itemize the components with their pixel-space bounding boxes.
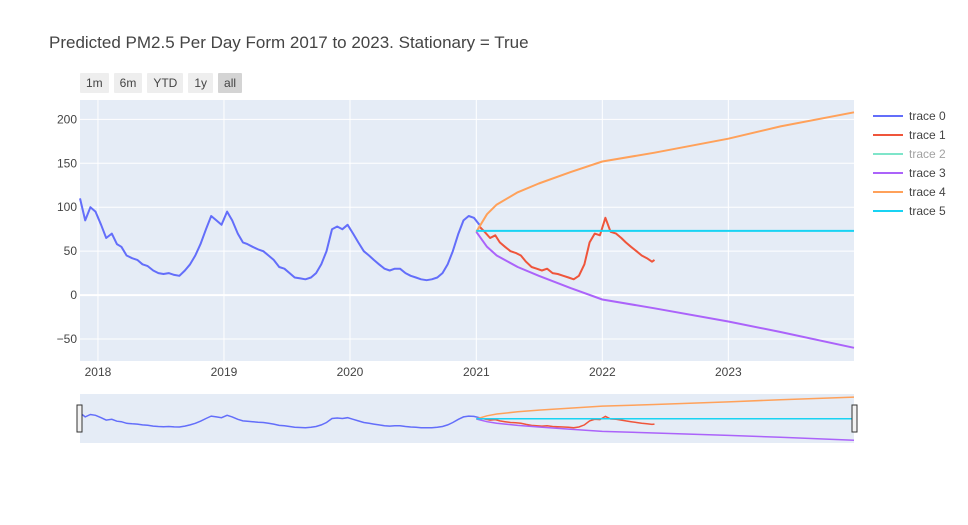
legend-label: trace 1 <box>909 127 946 142</box>
range-slider-right-handle[interactable] <box>851 404 858 433</box>
legend: trace 0 trace 1 trace 2 trace 3 trace 4 … <box>873 106 946 220</box>
y-tick-label: 100 <box>57 200 77 214</box>
legend-label: trace 0 <box>909 108 946 123</box>
legend-swatch <box>873 190 903 193</box>
slider-line-trace-3 <box>476 418 855 441</box>
series-line-trace-3[interactable] <box>475 231 855 349</box>
legend-label: trace 2 <box>909 146 946 161</box>
x-tick-label: 2020 <box>337 365 364 379</box>
y-tick-label: 0 <box>70 288 77 302</box>
legend-item-trace-1[interactable]: trace 1 <box>873 125 946 144</box>
legend-swatch <box>873 209 903 212</box>
legend-swatch <box>873 133 903 136</box>
legend-item-trace-3[interactable]: trace 3 <box>873 163 946 182</box>
x-tick-label: 2023 <box>715 365 742 379</box>
legend-item-trace-5[interactable]: trace 5 <box>873 201 946 220</box>
x-tick-label: 2021 <box>463 365 490 379</box>
legend-swatch <box>873 171 903 174</box>
y-tick-label: 50 <box>64 244 78 258</box>
x-tick-label: 2018 <box>85 365 112 379</box>
series-line-trace-1[interactable] <box>478 216 656 281</box>
legend-label: trace 5 <box>909 203 946 218</box>
legend-label: trace 4 <box>909 184 946 199</box>
range-button-all[interactable]: all <box>218 73 243 93</box>
x-tick-label: 2019 <box>211 365 238 379</box>
range-button-6m[interactable]: 6m <box>113 73 143 93</box>
range-button-ytd[interactable]: YTD <box>147 73 184 93</box>
slider-line-trace-0 <box>79 412 480 429</box>
slider-line-trace-1 <box>479 415 655 429</box>
slider-line-trace-4 <box>476 396 855 420</box>
y-tick-label: 200 <box>57 112 77 126</box>
y-tick-label: 150 <box>57 156 77 170</box>
range-slider-left-handle[interactable] <box>76 404 83 433</box>
legend-item-trace-0[interactable]: trace 0 <box>873 106 946 125</box>
y-tick-label: −50 <box>57 332 78 346</box>
series-line-trace-0[interactable] <box>79 198 481 282</box>
range-selector: 1m 6m YTD 1y all <box>80 73 243 93</box>
range-button-1m[interactable]: 1m <box>80 73 109 93</box>
legend-label: trace 3 <box>909 165 946 180</box>
legend-swatch <box>873 152 903 155</box>
chart-title: Predicted PM2.5 Per Day Form 2017 to 202… <box>49 33 529 52</box>
series-line-trace-4[interactable] <box>475 111 855 233</box>
legend-swatch <box>873 114 903 117</box>
range-button-1y[interactable]: 1y <box>188 73 214 93</box>
legend-item-trace-2[interactable]: trace 2 <box>873 144 946 163</box>
legend-item-trace-4[interactable]: trace 4 <box>873 182 946 201</box>
x-tick-label: 2022 <box>589 365 616 379</box>
